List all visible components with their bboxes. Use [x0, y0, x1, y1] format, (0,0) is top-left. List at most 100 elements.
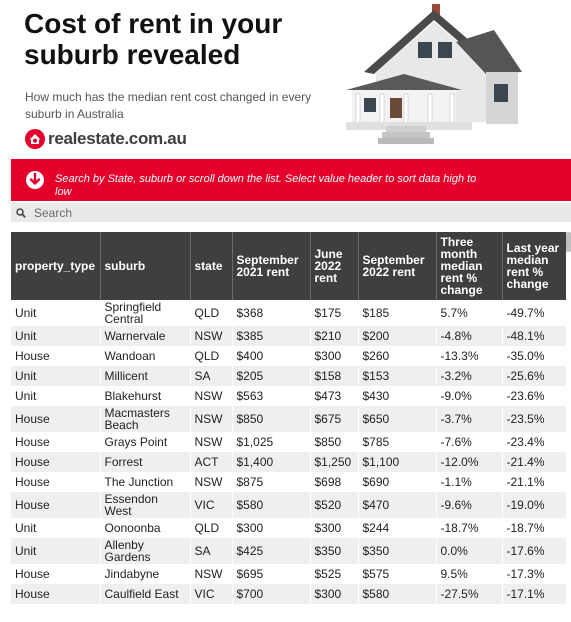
cell-suburb: Wandoan [99, 346, 190, 366]
cell-jun-2022-rent: $473 [309, 386, 358, 406]
cell-property-type: Unit [11, 538, 100, 564]
column-header-sep-2021-rent[interactable]: September 2021 rent [231, 232, 310, 300]
instruction-banner: Search by State, suburb or scroll down t… [11, 159, 571, 201]
cell-jun-2022-rent: $175 [309, 300, 358, 326]
cell-three-month-change: -27.5% [435, 584, 502, 604]
cell-jun-2022-rent: $350 [309, 538, 358, 564]
cell-three-month-change: -9.0% [435, 386, 502, 406]
cell-three-month-change: -9.6% [435, 492, 502, 518]
cell-sep-2022-rent: $244 [357, 518, 436, 538]
cell-state: SA [189, 538, 232, 564]
brand-name: realestate.com.au [48, 129, 187, 148]
cell-three-month-change: -12.0% [435, 452, 502, 472]
cell-suburb: Forrest [99, 452, 190, 472]
cell-property-type: Unit [11, 366, 100, 386]
table-row[interactable]: Unit Millicent SA $205 $158 $153 -3.2% -… [11, 366, 566, 386]
cell-last-year-change: -17.3% [501, 564, 566, 584]
cell-sep-2021-rent: $400 [231, 346, 310, 366]
cell-three-month-change: 9.5% [435, 564, 502, 584]
realestate-logo-icon [25, 129, 45, 149]
table-row[interactable]: Unit Warnervale NSW $385 $210 $200 -4.8%… [11, 326, 566, 346]
cell-property-type: House [11, 584, 100, 604]
cell-sep-2021-rent: $563 [231, 386, 310, 406]
cell-last-year-change: -21.1% [501, 472, 566, 492]
cell-last-year-change: -19.0% [501, 492, 566, 518]
table-row[interactable]: Unit Oonoonba QLD $300 $300 $244 -18.7% … [11, 518, 566, 538]
cell-sep-2021-rent: $580 [231, 492, 310, 518]
cell-sep-2022-rent: $350 [357, 538, 436, 564]
cell-last-year-change: -49.7% [501, 300, 566, 326]
cell-property-type: Unit [11, 326, 100, 346]
cell-property-type: House [11, 346, 100, 366]
table-scrollbar[interactable] [566, 232, 571, 252]
column-header-last-year-change[interactable]: Last year median rent % change [501, 232, 566, 300]
cell-sep-2021-rent: $425 [231, 538, 310, 564]
cell-last-year-change: -18.7% [501, 518, 566, 538]
cell-last-year-change: -35.0% [501, 346, 566, 366]
cell-state: NSW [189, 326, 232, 346]
table-row[interactable]: Unit Blakehurst NSW $563 $473 $430 -9.0%… [11, 386, 566, 406]
column-header-sep-2022-rent[interactable]: September 2022 rent [357, 232, 436, 300]
cell-suburb: Millicent [99, 366, 190, 386]
cell-sep-2022-rent: $200 [357, 326, 436, 346]
cell-sep-2022-rent: $1,100 [357, 452, 436, 472]
cell-jun-2022-rent: $675 [309, 406, 358, 432]
cell-jun-2022-rent: $698 [309, 472, 358, 492]
cell-state: NSW [189, 432, 232, 452]
cell-suburb: Blakehurst [99, 386, 190, 406]
cell-sep-2021-rent: $385 [231, 326, 310, 346]
cell-property-type: House [11, 452, 100, 472]
cell-suburb: Allenby Gardens [99, 538, 190, 564]
arrow-down-circle-icon [26, 171, 44, 189]
table-row[interactable]: House Wandoan QLD $400 $300 $260 -13.3% … [11, 346, 566, 366]
page-subtitle: How much has the median rent cost change… [25, 90, 312, 121]
table-row[interactable]: House Essendon West VIC $580 $520 $470 -… [11, 492, 566, 518]
cell-sep-2021-rent: $300 [231, 518, 310, 538]
cell-last-year-change: -25.6% [501, 366, 566, 386]
search-bar[interactable] [11, 203, 571, 222]
cell-state: NSW [189, 564, 232, 584]
cell-property-type: Unit [11, 386, 100, 406]
cell-property-type: House [11, 564, 100, 584]
table-row[interactable]: House Grays Point NSW $1,025 $850 $785 -… [11, 432, 566, 452]
cell-sep-2021-rent: $700 [231, 584, 310, 604]
cell-state: QLD [189, 518, 232, 538]
cell-suburb: Oonoonba [99, 518, 190, 538]
cell-three-month-change: -13.3% [435, 346, 502, 366]
brand: realestate.com.au [25, 128, 187, 150]
cell-jun-2022-rent: $300 [309, 584, 358, 604]
cell-state: NSW [189, 472, 232, 492]
cell-property-type: House [11, 432, 100, 452]
cell-jun-2022-rent: $1,250 [309, 452, 358, 472]
cell-last-year-change: -17.6% [501, 538, 566, 564]
table-row[interactable]: Unit Allenby Gardens SA $425 $350 $350 0… [11, 538, 566, 564]
cell-three-month-change: -7.6% [435, 432, 502, 452]
cell-state: VIC [189, 584, 232, 604]
column-header-jun-2022-rent[interactable]: June 2022 rent [309, 232, 358, 300]
cell-last-year-change: -23.6% [501, 386, 566, 406]
cell-last-year-change: -21.4% [501, 452, 566, 472]
cell-sep-2022-rent: $575 [357, 564, 436, 584]
page-title: Cost of rent in your suburb revealed [24, 8, 283, 70]
table-row[interactable]: House Forrest ACT $1,400 $1,250 $1,100 -… [11, 452, 566, 472]
cell-property-type: Unit [11, 300, 100, 326]
table-row[interactable]: House The Junction NSW $875 $698 $690 -1… [11, 472, 566, 492]
search-input[interactable] [34, 204, 534, 221]
table-row[interactable]: House Jindabyne NSW $695 $525 $575 9.5% … [11, 564, 566, 584]
table-row[interactable]: House Macmasters Beach NSW $850 $675 $65… [11, 406, 566, 432]
table-row[interactable]: House Caulfield East VIC $700 $300 $580 … [11, 584, 566, 604]
cell-jun-2022-rent: $525 [309, 564, 358, 584]
cell-suburb: Warnervale [99, 326, 190, 346]
column-header-state[interactable]: state [189, 232, 232, 300]
table-row[interactable]: Unit Springfield Central QLD $368 $175 $… [11, 300, 566, 326]
search-icon [16, 207, 26, 218]
column-header-three-month-change[interactable]: Three month median rent % change [435, 232, 502, 300]
column-header-property-type[interactable]: property_type [11, 232, 100, 300]
cell-sep-2021-rent: $1,025 [231, 432, 310, 452]
column-header-suburb[interactable]: suburb [99, 232, 190, 300]
cell-sep-2022-rent: $153 [357, 366, 436, 386]
cell-suburb: Caulfield East [99, 584, 190, 604]
table-header-row: property_type suburb state September 202… [11, 232, 566, 300]
cell-state: NSW [189, 386, 232, 406]
cell-sep-2022-rent: $690 [357, 472, 436, 492]
